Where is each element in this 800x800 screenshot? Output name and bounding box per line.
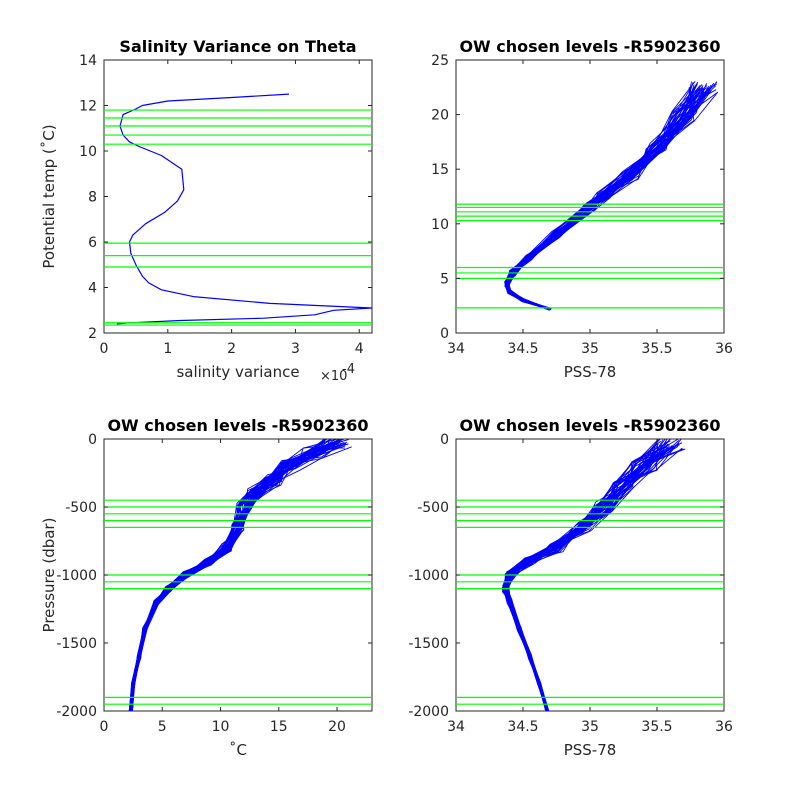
y-tick-label: -1000: [408, 568, 449, 584]
axes-box: [103, 59, 373, 334]
y-tick-label: 10: [431, 217, 449, 233]
x-tick-label: 34: [447, 719, 465, 735]
y-tick-label: 4: [88, 281, 97, 297]
y-tick-label: -500: [65, 500, 97, 516]
profile-line-1-44: [508, 86, 693, 309]
x-tick-label: 4: [355, 341, 364, 357]
x-axis-exponent-power: -4: [342, 362, 355, 377]
y-tick-label: 12: [79, 99, 97, 115]
chart-title: OW chosen levels -R5902360: [107, 416, 368, 435]
x-tick-label: 35: [581, 341, 599, 357]
profile-line-1-1: [116, 93, 372, 325]
y-tick-label: 5: [440, 271, 449, 287]
x-tick-label: 34.5: [507, 719, 538, 735]
plot-area: [104, 93, 372, 326]
x-tick-label: 2: [227, 341, 236, 357]
y-tick-label: -500: [417, 500, 449, 516]
plot-area: [104, 439, 372, 711]
profile-line-1-45: [131, 439, 343, 711]
y-tick-label: 0: [440, 432, 449, 448]
y-tick-label: 10: [79, 144, 97, 160]
x-tick-label: 0: [100, 341, 109, 357]
y-tick-label: 14: [79, 53, 97, 69]
x-tick-label: 5: [158, 719, 167, 735]
x-axis-label: PSS-78: [564, 741, 617, 759]
y-tick-label: -2000: [408, 704, 449, 720]
x-tick-label: 20: [328, 719, 346, 735]
x-tick-label: 15: [270, 719, 288, 735]
x-tick-label: 3: [291, 341, 300, 357]
x-tick-label: 1: [163, 341, 172, 357]
profile-line-1-45: [502, 440, 658, 711]
x-tick-label: 34: [447, 341, 465, 357]
x-tick-label: 35.5: [641, 341, 672, 357]
x-tick-label: 0: [100, 719, 109, 735]
profile-line-1-45: [504, 89, 712, 309]
x-tick-label: 36: [715, 719, 733, 735]
plot-area: [456, 439, 724, 711]
chart-title: Salinity Variance on Theta: [119, 37, 356, 56]
x-tick-label: 10: [212, 719, 230, 735]
y-tick-label: 8: [88, 190, 97, 206]
profile-line-1-44: [502, 447, 671, 711]
y-tick-label: 0: [88, 432, 97, 448]
y-tick-label: 20: [431, 108, 449, 124]
profile-line-1-41: [507, 441, 667, 711]
y-tick-label: 6: [88, 235, 97, 251]
y-tick-label: -1500: [408, 636, 449, 652]
y-axis-label: Potential temp (˚C): [40, 124, 58, 268]
plot-area: [456, 80, 724, 311]
y-tick-label: 15: [431, 162, 449, 178]
profile-line-1-41: [504, 83, 698, 311]
x-axis-exponent: ×10: [320, 369, 347, 384]
x-tick-label: 35.5: [641, 719, 672, 735]
y-axis-label: Pressure (dbar): [40, 518, 58, 633]
x-tick-label: 34.5: [507, 341, 538, 357]
chart-title: OW chosen levels -R5902360: [459, 37, 720, 56]
chart-panel-3: 0 5 10 15 20 -2000 -1500 -1000 -500 0 OW chosen le…: [40, 416, 373, 759]
profile-line-1-42: [505, 446, 676, 711]
x-axis-label: ˚C: [229, 741, 247, 759]
profile-line-1-41: [130, 444, 340, 711]
chart-panel-4: 34 34.5 35 35.5 36 -2000 -1500 -1000 -500 0 OW cho…: [408, 416, 733, 759]
y-tick-label: -2000: [56, 704, 97, 720]
y-tick-label: -1000: [56, 568, 97, 584]
x-axis-label: salinity variance: [176, 363, 299, 381]
chart-panel-2: 34 34.5 35 35.5 36 0 5 10 15 20 25 OW chosen levels…: [431, 37, 733, 381]
y-tick-label: 25: [431, 53, 449, 69]
profile-line-1-42: [131, 439, 339, 711]
x-tick-label: 36: [715, 341, 733, 357]
y-tick-label: -1500: [56, 636, 97, 652]
y-tick-label: 2: [88, 326, 97, 342]
y-tick-label: 0: [440, 326, 449, 342]
x-tick-label: 35: [581, 719, 599, 735]
x-axis-label: PSS-78: [564, 363, 617, 381]
chart-title: OW chosen levels -R5902360: [459, 416, 720, 435]
profile-line-1-43: [507, 87, 695, 309]
